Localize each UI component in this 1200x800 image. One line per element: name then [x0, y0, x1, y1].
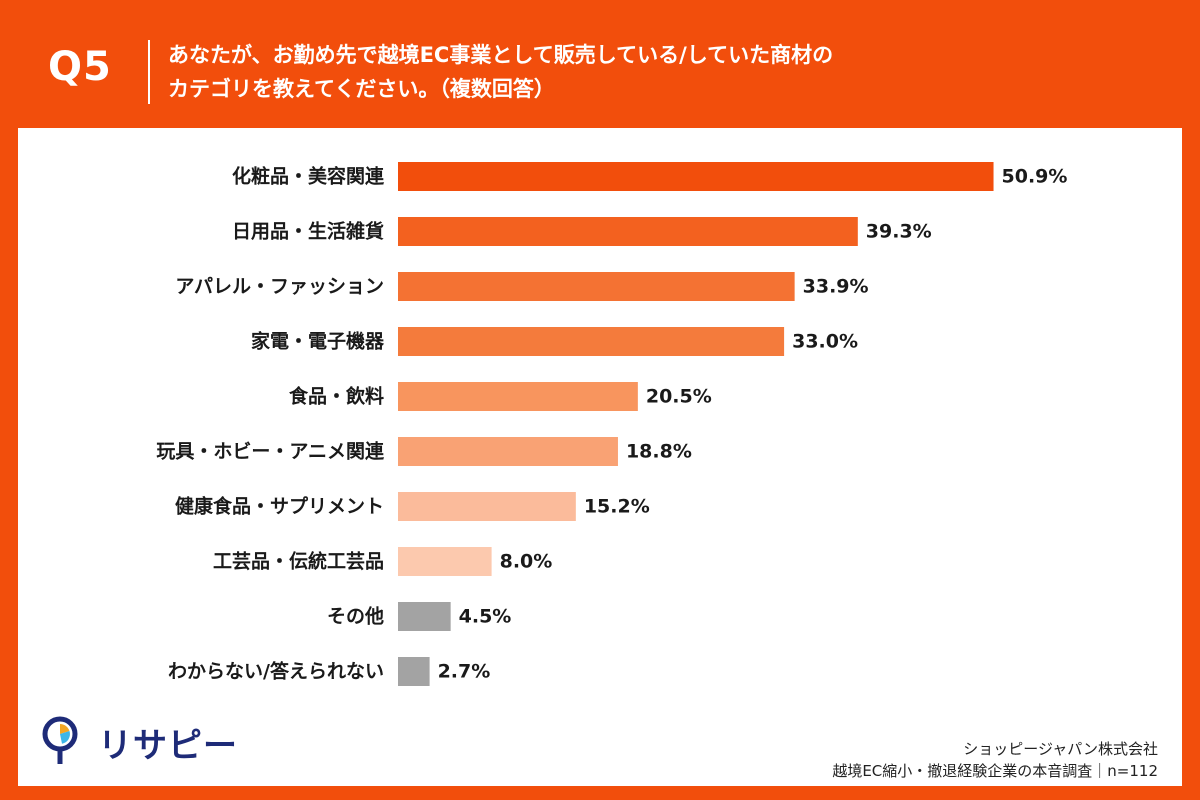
value-label: 18.8% [626, 441, 692, 463]
category-label: 家電・電子機器 [251, 330, 385, 353]
value-label: 4.5% [459, 606, 512, 628]
value-label: 20.5% [646, 386, 712, 408]
category-label: 健康食品・サプリメント [175, 495, 384, 518]
header: Q5 あなたが、お勤め先で越境EC事業として販売している/していた商材の カテゴ… [0, 0, 1200, 128]
bar [398, 272, 795, 301]
brand-logo: リサピー [40, 716, 240, 766]
category-label: その他 [327, 605, 384, 628]
value-label: 33.9% [803, 276, 869, 298]
chart-panel: 化粧品・美容関連 50.9% 日用品・生活雑貨 39.3% アパレル・ファッション 33.… [18, 128, 1182, 786]
bar [398, 162, 994, 191]
value-label: 33.0% [792, 331, 858, 353]
value-label: 39.3% [866, 221, 932, 243]
header-divider [148, 40, 150, 104]
bar [398, 327, 785, 356]
category-label: 玩具・ホビー・アニメ関連 [156, 440, 385, 463]
category-label: 食品・飲料 [289, 385, 384, 408]
category-label: アパレル・ファッション [175, 276, 384, 298]
source-company: ショッピージャパン株式会社 [963, 740, 1158, 758]
question-title-line2: カテゴリを教えてください。（複数回答） [168, 77, 555, 101]
value-label: 2.7% [438, 661, 491, 683]
bar [398, 657, 430, 686]
bar [398, 382, 638, 411]
logo-text: リサピー [98, 726, 238, 766]
bar [398, 602, 451, 631]
bar [398, 547, 492, 576]
bar [398, 217, 858, 246]
bar [398, 437, 618, 466]
category-label: わからない/答えられない [168, 660, 384, 683]
source-survey: 越境EC縮小・撤退経験企業の本音調査｜n=112 [832, 762, 1158, 780]
value-label: 8.0% [500, 551, 553, 573]
category-label: 日用品・生活雑貨 [232, 220, 384, 243]
value-label: 15.2% [584, 496, 650, 518]
bar-chart: 化粧品・美容関連 50.9% 日用品・生活雑貨 39.3% アパレル・ファッション 33.… [156, 162, 1068, 686]
pin-logo-icon [42, 716, 78, 764]
value-label: 50.9% [1002, 166, 1068, 188]
question-title-line1: あなたが、お勤め先で越境EC事業として販売している/していた商材の [168, 43, 834, 67]
question-number: Q5 [48, 44, 112, 90]
question-title: あなたが、お勤め先で越境EC事業として販売している/していた商材の カテゴリを教… [168, 38, 1178, 106]
bar [398, 492, 576, 521]
category-label: 工芸品・伝統工芸品 [213, 550, 384, 573]
category-label: 化粧品・美容関連 [232, 165, 385, 188]
source-note: ショッピージャパン株式会社 越境EC縮小・撤退経験企業の本音調査｜n=112 [832, 738, 1158, 782]
